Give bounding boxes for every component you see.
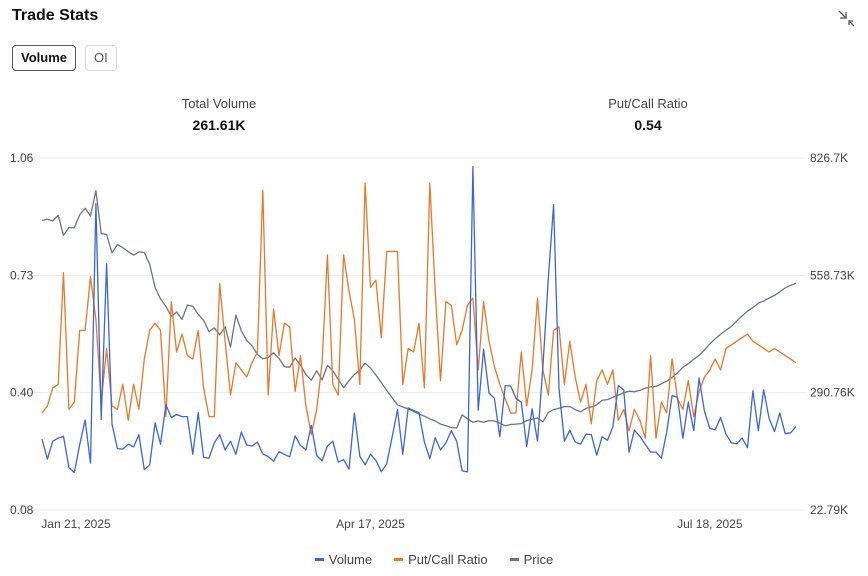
legend-swatch-put-call <box>394 558 404 561</box>
x-tick-2: Jul 18, 2025 <box>677 517 743 531</box>
left-tick-3: 0.08 <box>10 503 34 517</box>
legend-item-volume[interactable]: Volume <box>314 552 373 567</box>
series-layer <box>41 165 797 474</box>
legend-label-put-call: Put/Call Ratio <box>408 552 488 567</box>
tab-volume[interactable]: Volume <box>12 45 76 71</box>
right-tick-2: 290.76K <box>810 386 855 400</box>
left-tick-2: 0.40 <box>10 386 34 400</box>
put-call-ratio-value: 0.54 <box>634 117 662 133</box>
total-volume-stat: Total Volume 261.61K <box>99 96 339 133</box>
legend-swatch-volume <box>314 558 324 561</box>
total-volume-label: Total Volume <box>181 96 257 111</box>
legend-swatch-price <box>509 558 519 561</box>
tab-group: Volume OI <box>12 45 117 71</box>
legend-label-volume: Volume <box>328 552 373 567</box>
left-tick-1: 0.73 <box>10 268 34 282</box>
legend-label-price: Price <box>523 552 554 567</box>
x-tick-1: Apr 17, 2025 <box>336 517 405 531</box>
put-call-ratio-label: Put/Call Ratio <box>608 96 688 111</box>
right-tick-1: 558.73K <box>810 268 855 282</box>
tab-oi[interactable]: OI <box>85 45 117 71</box>
series-line-put-call-ratio <box>41 182 797 439</box>
legend-item-price[interactable]: Price <box>509 552 554 567</box>
series-line-volume <box>41 165 797 474</box>
chart-legend: Volume Put/Call Ratio Price <box>0 552 868 567</box>
put-call-ratio-stat: Put/Call Ratio 0.54 <box>528 96 768 133</box>
legend-item-put-call[interactable]: Put/Call Ratio <box>394 552 488 567</box>
total-volume-value: 261.61K <box>192 117 246 133</box>
grid-layer <box>12 157 806 511</box>
left-tick-0: 1.06 <box>10 151 34 165</box>
x-tick-0: Jan 21, 2025 <box>41 517 111 531</box>
axis-layer: 1.06 0.73 0.40 0.08 826.7K 558.73K 290.7… <box>10 151 855 531</box>
right-tick-0: 826.7K <box>810 151 848 165</box>
page-title: Trade Stats <box>12 7 99 24</box>
collapse-arrows-icon[interactable] <box>836 8 856 28</box>
right-tick-3: 22.79K <box>810 503 848 517</box>
